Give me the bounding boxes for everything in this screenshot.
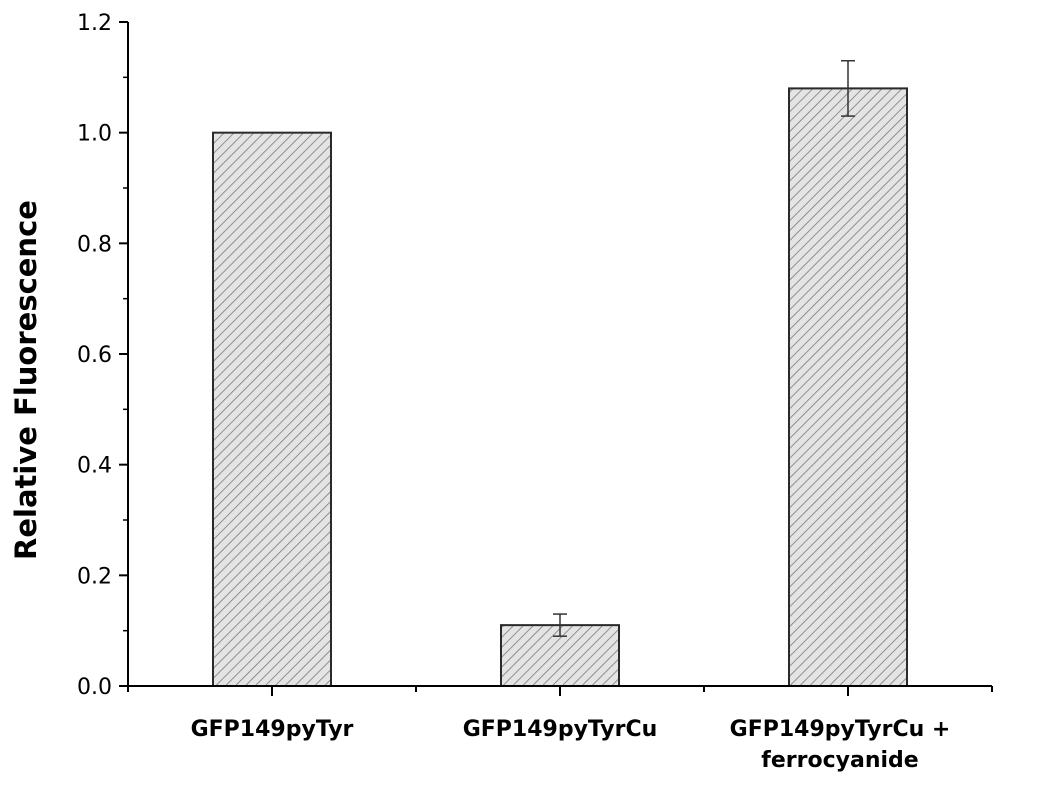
bar (500, 624, 620, 688)
y-tick-label: 1.0 (77, 122, 112, 147)
x-category-label-line: GFP149pyTyr (191, 717, 354, 742)
x-category-label: GFP149pyTyr (191, 717, 354, 742)
x-category-label: GFP149pyTyrCu (463, 717, 658, 742)
bar (788, 87, 908, 687)
y-tick-label: 0.4 (77, 454, 112, 479)
error-bars-group (553, 59, 855, 637)
bars-group (212, 87, 908, 688)
y-tick-label: 0.8 (77, 232, 112, 257)
y-axis-ticks: 0.0 0.2 0.4 0.6 0.8 1.0 1.2 (77, 11, 128, 700)
x-axis-labels: GFP149pyTyr GFP149pyTyrCu GFP149pyTyrCu + f… (191, 717, 951, 773)
x-category-label-line: GFP149pyTyrCu (463, 717, 658, 742)
y-tick-label: 0.0 (77, 675, 112, 700)
y-tick-label: 0.2 (77, 564, 112, 589)
y-tick-label: 0.6 (77, 343, 112, 368)
y-axis-title: Relative Fluorescence (9, 200, 43, 560)
y-tick-label: 1.2 (77, 11, 112, 36)
x-category-label: GFP149pyTyrCu + ferrocyanide (730, 717, 951, 773)
x-axis-ticks (127, 686, 993, 696)
x-category-label-line: GFP149pyTyrCu + (730, 717, 951, 742)
x-category-label-line: ferrocyanide (761, 748, 918, 773)
bar (212, 131, 332, 687)
